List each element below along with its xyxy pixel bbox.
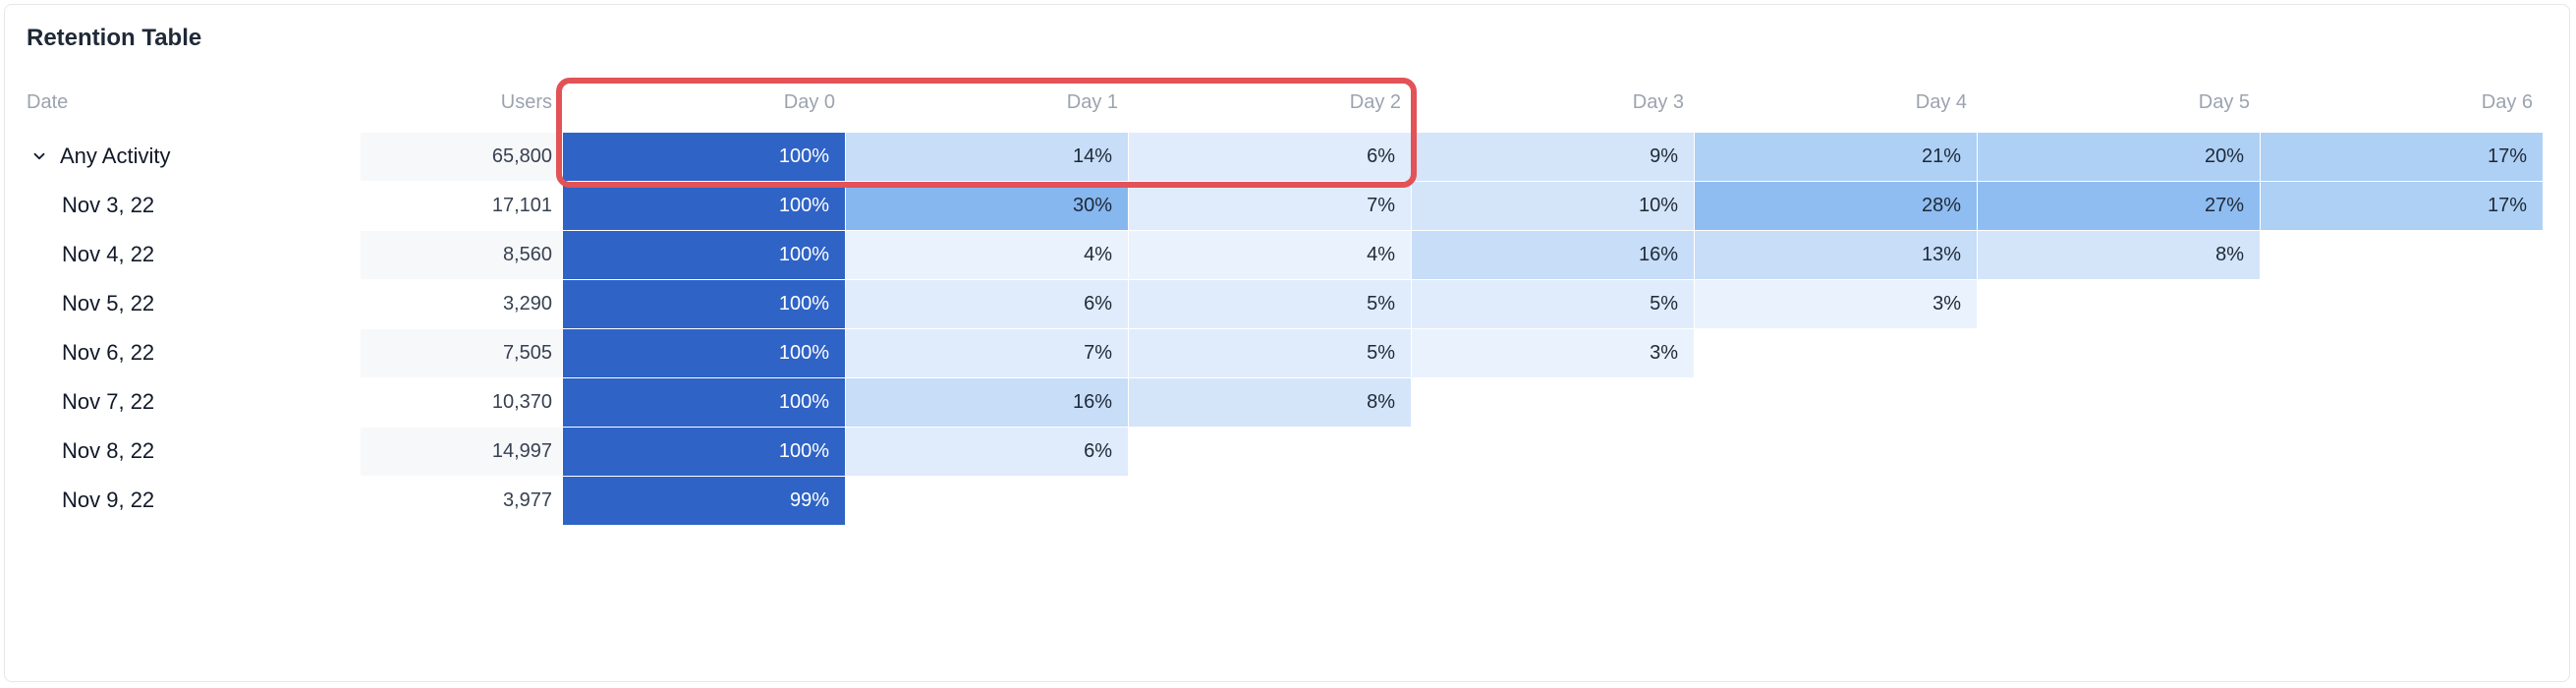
retention-cell: 16% [1411, 230, 1694, 279]
header-day-4: Day 4 [1694, 84, 1977, 132]
retention-cell-empty [1411, 476, 1694, 525]
retention-cell: 5% [1411, 279, 1694, 328]
row-label-text: Any Activity [60, 143, 170, 169]
retention-cell: 4% [1128, 230, 1411, 279]
retention-cell: 7% [845, 328, 1128, 377]
retention-cell: 4% [845, 230, 1128, 279]
retention-cell: 16% [845, 377, 1128, 427]
retention-grid: DateUsersDay 0Day 1Day 2Day 3Day 4Day 5D… [27, 84, 2548, 525]
retention-cell-empty [845, 476, 1128, 525]
retention-cell: 9% [1411, 132, 1694, 181]
retention-cell: 6% [845, 279, 1128, 328]
row-label-text: Nov 8, 22 [62, 438, 154, 464]
retention-cell: 100% [562, 132, 845, 181]
header-users: Users [361, 84, 562, 132]
retention-cell-empty [1128, 427, 1411, 476]
retention-cell: 21% [1694, 132, 1977, 181]
retention-cell: 5% [1128, 328, 1411, 377]
row-date: Nov 3, 22 [27, 181, 361, 230]
row-date: Nov 4, 22 [27, 230, 361, 279]
retention-cell-empty [2260, 328, 2543, 377]
row-label-text: Nov 7, 22 [62, 389, 154, 415]
retention-cell: 100% [562, 279, 845, 328]
row-date: Nov 6, 22 [27, 328, 361, 377]
retention-cell-empty [2260, 427, 2543, 476]
retention-cell-empty [1977, 427, 2260, 476]
retention-cell-empty [1694, 476, 1977, 525]
retention-cell-empty [1977, 377, 2260, 427]
users-cell: 3,290 [361, 279, 562, 328]
retention-cell: 100% [562, 427, 845, 476]
retention-card: Retention Table DateUsersDay 0Day 1Day 2… [4, 4, 2570, 682]
row-date: Nov 7, 22 [27, 377, 361, 427]
row-label-text: Nov 6, 22 [62, 340, 154, 366]
retention-cell-empty [1128, 476, 1411, 525]
retention-cell-empty [1977, 476, 2260, 525]
retention-cell: 17% [2260, 132, 2543, 181]
retention-cell: 8% [1128, 377, 1411, 427]
retention-cell: 5% [1128, 279, 1411, 328]
retention-cell: 14% [845, 132, 1128, 181]
retention-cell: 100% [562, 377, 845, 427]
retention-cell-empty [1694, 377, 1977, 427]
users-cell: 14,997 [361, 427, 562, 476]
row-summary[interactable]: Any Activity [27, 132, 361, 181]
users-cell: 8,560 [361, 230, 562, 279]
header-day-3: Day 3 [1411, 84, 1694, 132]
row-label-text: Nov 5, 22 [62, 291, 154, 316]
retention-cell: 8% [1977, 230, 2260, 279]
retention-cell-empty [1977, 279, 2260, 328]
row-label-text: Nov 9, 22 [62, 487, 154, 513]
header-day-1: Day 1 [845, 84, 1128, 132]
retention-cell: 100% [562, 181, 845, 230]
retention-cell-empty [1411, 427, 1694, 476]
row-date: Nov 8, 22 [27, 427, 361, 476]
users-cell: 10,370 [361, 377, 562, 427]
retention-cell: 100% [562, 230, 845, 279]
retention-cell: 99% [562, 476, 845, 525]
retention-cell: 6% [845, 427, 1128, 476]
row-date: Nov 5, 22 [27, 279, 361, 328]
retention-cell: 17% [2260, 181, 2543, 230]
row-label-text: Nov 3, 22 [62, 193, 154, 218]
retention-cell-empty [1694, 328, 1977, 377]
retention-cell-empty [1694, 427, 1977, 476]
header-day-5: Day 5 [1977, 84, 2260, 132]
retention-cell-empty [2260, 377, 2543, 427]
users-cell: 7,505 [361, 328, 562, 377]
retention-cell-empty [1977, 328, 2260, 377]
retention-cell-empty [2260, 476, 2543, 525]
users-cell: 17,101 [361, 181, 562, 230]
retention-cell: 30% [845, 181, 1128, 230]
retention-cell: 20% [1977, 132, 2260, 181]
row-date: Nov 9, 22 [27, 476, 361, 525]
retention-cell: 100% [562, 328, 845, 377]
header-day-6: Day 6 [2260, 84, 2543, 132]
retention-cell: 6% [1128, 132, 1411, 181]
retention-cell: 10% [1411, 181, 1694, 230]
retention-cell-empty [2260, 279, 2543, 328]
retention-cell: 27% [1977, 181, 2260, 230]
header-date: Date [27, 84, 361, 132]
retention-cell: 3% [1694, 279, 1977, 328]
users-cell: 3,977 [361, 476, 562, 525]
card-title: Retention Table [27, 25, 2548, 52]
retention-cell: 28% [1694, 181, 1977, 230]
row-label-text: Nov 4, 22 [62, 242, 154, 267]
retention-cell: 3% [1411, 328, 1694, 377]
chevron-down-icon[interactable] [27, 147, 52, 165]
header-day-2: Day 2 [1128, 84, 1411, 132]
retention-cell: 13% [1694, 230, 1977, 279]
retention-cell: 7% [1128, 181, 1411, 230]
retention-cell-empty [2260, 230, 2543, 279]
header-day-0: Day 0 [562, 84, 845, 132]
users-cell: 65,800 [361, 132, 562, 181]
retention-cell-empty [1411, 377, 1694, 427]
